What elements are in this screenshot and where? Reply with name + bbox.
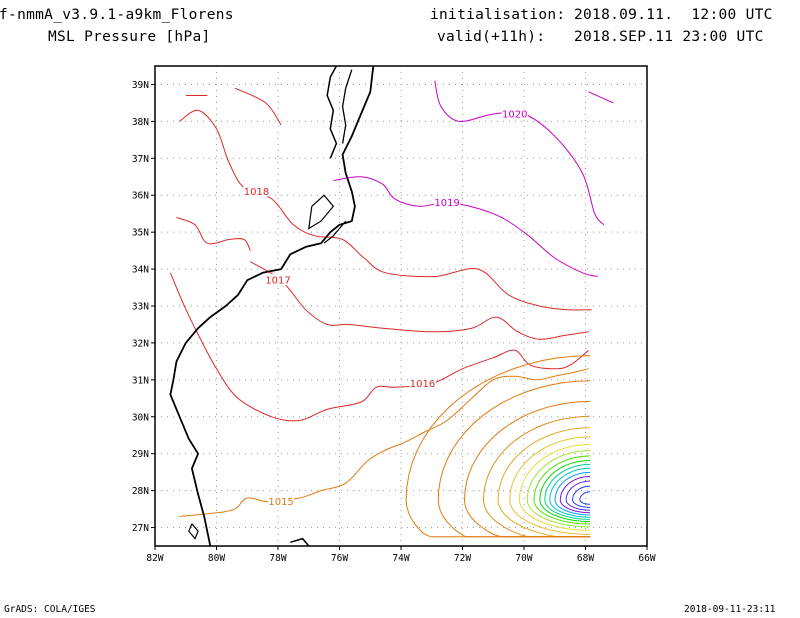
lat-tick-label: 39N: [132, 80, 149, 91]
coastline-bahamas: [290, 537, 310, 546]
cyclone-isobar: [549, 467, 591, 518]
axes: 82W 80W 78W 76W 74W 72W 70W 68W 66W 27N 28N 29N 30N 3…: [132, 80, 656, 564]
footer-grads: GrADS: COLA/IGES: [4, 604, 96, 615]
coastline-outer-banks: [323, 220, 347, 244]
cyclone-isobar: [463, 400, 591, 538]
lat-tick-label: 27N: [132, 523, 149, 534]
lon-tick-label: 76W: [331, 553, 348, 564]
cyclone-isobar: [539, 460, 591, 522]
lon-tick-label: 78W: [269, 553, 286, 564]
cyclone-isobar: [544, 463, 591, 520]
valid-label: valid(+11h):: [437, 29, 546, 45]
coastline-delmarva: [341, 69, 353, 144]
isobar-label-bg: [243, 185, 270, 197]
cyclone-isobar: [579, 491, 591, 505]
coastline-okeechobee: [188, 523, 199, 540]
isobar-label-1020: 1020: [502, 110, 527, 121]
lat-tick-label: 30N: [132, 412, 149, 423]
lat-tick-label: 38N: [132, 117, 149, 128]
cyclone-isobar: [518, 443, 591, 531]
isobar-label-1018: 1018: [244, 187, 269, 198]
coastline-chesapeake: [326, 66, 338, 159]
valid-value: 2018.SEP.11 23:00 UTC: [574, 29, 764, 45]
cyclone-isobar: [497, 427, 591, 538]
coastline: [169, 66, 375, 546]
cyclone-isobar: [554, 471, 591, 516]
isobar-labels: 1020 1019 1018 1017 1016 1015: [243, 108, 528, 508]
lat-tick-label: 35N: [132, 228, 149, 239]
lon-tick-label: 68W: [577, 553, 594, 564]
cyclone-isobar: [559, 476, 591, 514]
lon-tick-label: 66W: [638, 553, 655, 564]
cyclone-isobar: [572, 485, 591, 508]
cyclone-isobar: [533, 455, 591, 525]
isobar-segment: [588, 91, 614, 104]
init-label: initialisation:: [430, 7, 566, 23]
lon-tick-label: 70W: [515, 553, 532, 564]
grid: [155, 66, 647, 546]
cyclone-isobar: [405, 355, 591, 538]
lat-tick-label: 32N: [132, 338, 149, 349]
cyclone-isobar: [482, 415, 591, 538]
init-value: 2018.09.11. 12:00 UTC: [574, 7, 773, 23]
cyclone-isobar: [565, 480, 591, 511]
isobar-segment: [250, 261, 589, 340]
run-name: rf-nmmA_v3.9.1-a9km_Florens: [0, 7, 234, 23]
coastline-pamlico: [308, 194, 335, 230]
cyclone-isobar: [526, 450, 591, 528]
isobar-label-bg: [265, 274, 291, 286]
field-title: MSL Pressure [hPa]: [48, 29, 211, 45]
isobars: [169, 80, 614, 538]
isobar-1019: [333, 176, 598, 277]
isobar-1015: [179, 368, 589, 517]
isobar-label-bg: [409, 377, 436, 389]
lon-tick-label: 80W: [208, 553, 225, 564]
isobar-label-bg: [268, 495, 295, 507]
isobar-label-bg: [501, 108, 528, 119]
isobar-1016: [169, 272, 589, 422]
lat-tick-label: 28N: [132, 486, 149, 497]
lat-tick-label: 37N: [132, 154, 149, 165]
isobar-segment: [179, 109, 592, 311]
isobar-1017: [176, 216, 251, 251]
lat-tick-label: 36N: [132, 191, 149, 202]
cyclone-isobar: [509, 436, 591, 535]
lat-tick-label: 29N: [132, 449, 149, 460]
lon-tick-label: 74W: [392, 553, 409, 564]
coastline-east: [169, 66, 375, 546]
isobar-label-1019: 1019: [434, 198, 459, 209]
lat-tick-label: 31N: [132, 375, 149, 386]
lon-tick-label: 72W: [454, 553, 471, 564]
lon-tick-label: 82W: [146, 553, 163, 564]
isobar-segment: [234, 87, 282, 126]
lat-tick-label: 33N: [132, 302, 149, 313]
isobar-label-1017: 1017: [265, 276, 290, 287]
isobar-label-bg: [434, 196, 461, 208]
footer-timestamp: 2018-09-11-23:11: [684, 604, 776, 615]
lat-tick-label: 34N: [132, 265, 149, 276]
isobar-1020: [434, 80, 605, 226]
isobar-label-1016: 1016: [410, 379, 435, 390]
isobar-label-1015: 1015: [268, 497, 293, 508]
